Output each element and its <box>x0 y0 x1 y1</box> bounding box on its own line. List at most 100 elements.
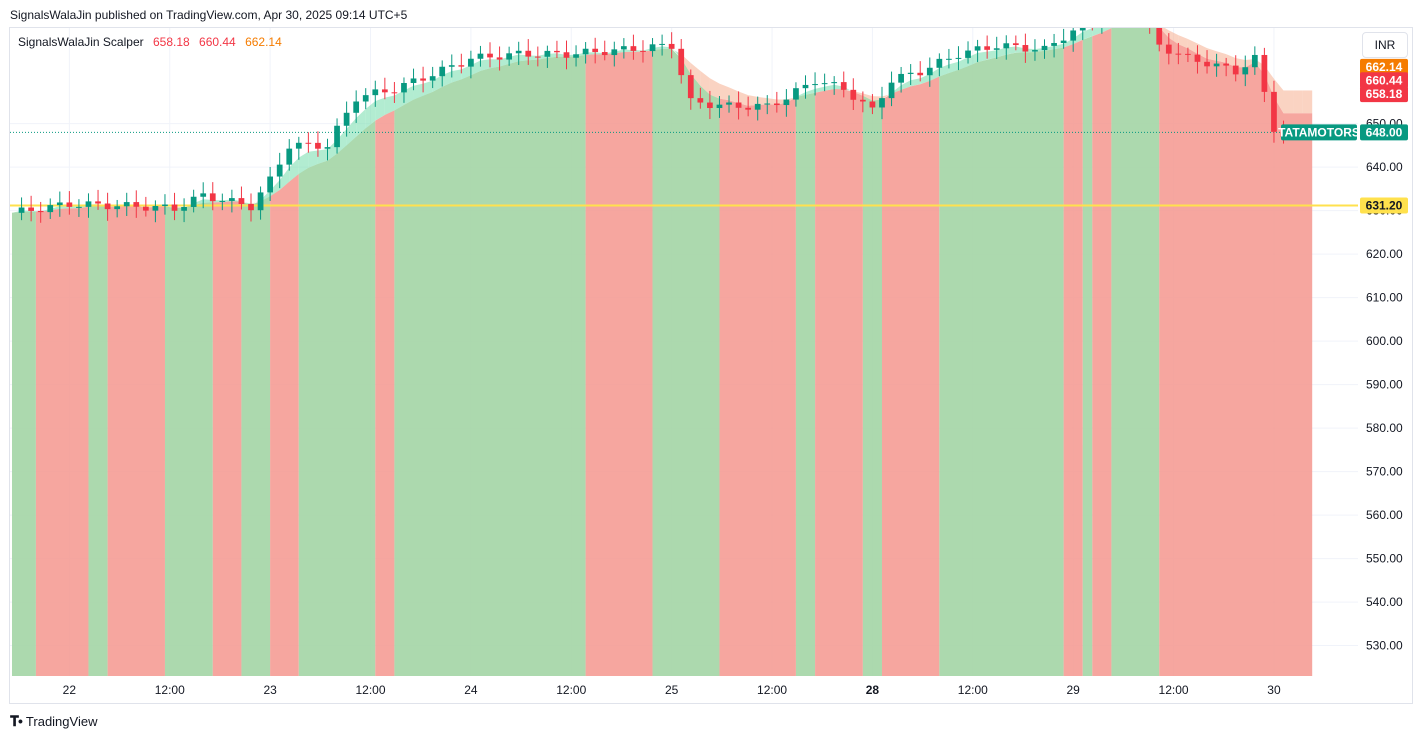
published-header: SignalsWalaJin published on TradingView.… <box>10 8 408 22</box>
candle-body <box>926 67 933 76</box>
chart-frame[interactable] <box>9 27 1413 704</box>
y-tick-label: 550.00 <box>1366 552 1403 566</box>
band-segment <box>423 80 433 96</box>
candle-body <box>793 88 799 100</box>
band-segment <box>1054 43 1064 50</box>
bg-zone-green <box>652 48 720 676</box>
candle-body <box>1242 67 1249 75</box>
band-segment <box>767 98 777 105</box>
candle-body <box>190 196 197 207</box>
bg-zone-green <box>12 211 36 676</box>
candle-body <box>965 50 971 58</box>
band-segment <box>748 95 758 106</box>
candle-body <box>209 193 216 202</box>
candle-body <box>66 202 73 207</box>
x-tick-label: 24 <box>464 683 478 697</box>
candle-body <box>554 50 560 53</box>
y-tick-label: 590.00 <box>1366 378 1403 392</box>
candle-body <box>448 65 455 67</box>
bg-zone-red <box>375 110 395 676</box>
candle-body <box>917 72 924 76</box>
candle-body <box>993 48 1000 50</box>
candle-body <box>1251 54 1258 68</box>
bg-zone-green <box>394 54 586 676</box>
candle-body <box>142 206 149 211</box>
price-label: 662.14 <box>1366 60 1403 74</box>
candle-body <box>735 102 742 108</box>
band-segment <box>815 86 825 93</box>
band-segment <box>1302 90 1313 114</box>
x-tick-label: 22 <box>63 683 77 697</box>
candle-body <box>152 205 159 211</box>
x-tick-label: 12:00 <box>355 683 385 697</box>
band-segment <box>1273 78 1284 114</box>
y-tick-label: 570.00 <box>1366 465 1403 479</box>
candle-body <box>458 65 465 67</box>
candle-body <box>573 54 579 58</box>
candle-body <box>946 58 952 60</box>
candle-body <box>276 164 283 177</box>
band-segment <box>1216 51 1227 63</box>
candle-body <box>1022 45 1029 52</box>
band-segment <box>1140 11 1150 19</box>
indicator-name[interactable]: SignalsWalaJin Scalper <box>18 35 144 49</box>
candle-body <box>821 83 828 85</box>
candle-body <box>649 44 656 52</box>
bg-zone-red <box>107 205 165 676</box>
band-segment <box>977 51 988 63</box>
candle-body <box>678 48 685 76</box>
candle-body <box>410 78 417 83</box>
price-label-box <box>1360 58 1408 75</box>
tradingview-logo[interactable]: 𝐓• TradingView <box>10 713 97 730</box>
band-segment <box>1226 54 1236 68</box>
band-segment <box>298 151 309 174</box>
band-segment <box>929 67 940 81</box>
band-segment <box>1111 28 1112 29</box>
band-segment <box>356 108 366 137</box>
plot-area <box>10 8 1358 676</box>
candle-body <box>391 92 398 94</box>
band-segment <box>1283 90 1294 114</box>
band-segment <box>451 69 462 83</box>
band-segment <box>1063 38 1074 48</box>
band-segment <box>317 149 328 164</box>
candle-body <box>611 49 618 56</box>
band-segment <box>1207 48 1217 61</box>
y-tick-label: 560.00 <box>1366 508 1403 522</box>
candle-body <box>707 102 713 109</box>
candle-body <box>898 73 904 83</box>
candle-body <box>1261 54 1268 92</box>
candle-body <box>468 58 474 67</box>
band-segment <box>136 205 146 208</box>
candle-body <box>37 210 44 213</box>
candle-body <box>1137 8 1143 12</box>
candle-body <box>582 48 589 55</box>
candle-body <box>525 50 532 57</box>
candle-body <box>1060 40 1067 44</box>
candle-body <box>754 103 761 110</box>
band-segment <box>719 83 730 101</box>
bg-zone-red <box>719 97 796 676</box>
band-segment <box>700 70 710 95</box>
band-segment <box>59 206 70 209</box>
band-segment <box>1006 46 1016 55</box>
candle-body <box>429 76 436 81</box>
candle-body <box>840 82 847 90</box>
symbol-label-box <box>1281 124 1357 141</box>
candle-body <box>1032 50 1038 52</box>
band-segment <box>1178 35 1188 49</box>
candle-body <box>544 50 551 57</box>
bg-zone-green <box>1082 36 1093 676</box>
x-tick-label: 25 <box>665 683 679 697</box>
candle-body <box>295 142 302 149</box>
price-label-box <box>1360 86 1408 103</box>
candle-body <box>668 43 675 49</box>
candle-body <box>1232 65 1239 75</box>
band-segment <box>958 57 969 70</box>
candle-body <box>783 99 790 106</box>
candle-body <box>879 98 885 108</box>
indicator-legend[interactable]: SignalsWalaJin Scalper 658.18 660.44 662… <box>18 35 288 49</box>
bg-zone-green <box>88 206 108 676</box>
currency-button[interactable]: INR <box>1362 32 1408 58</box>
